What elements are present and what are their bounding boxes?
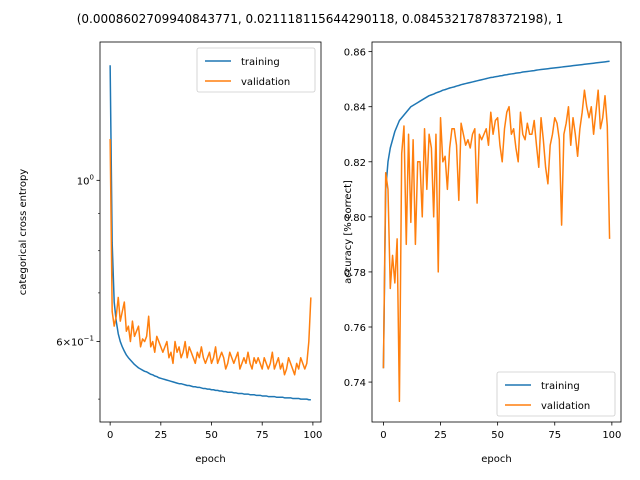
legend-label-validation: validation <box>241 77 290 88</box>
legend: training validation <box>196 47 316 93</box>
series-line-training <box>382 60 610 369</box>
x-tick-label: 0 <box>380 430 386 441</box>
y-tick-label: 0.82 <box>344 158 366 169</box>
y-axis-label: categorical cross entropy <box>18 169 29 296</box>
y-tick-label: 0.74 <box>344 378 366 389</box>
x-tick-label: 50 <box>205 430 218 441</box>
series-line-validation <box>109 138 312 376</box>
legend: training validation <box>496 371 616 417</box>
y-tick-label: 6×10−1 <box>56 335 94 349</box>
legend-label-training: training <box>241 57 280 68</box>
y-tick-label: 100 <box>77 173 94 187</box>
x-axis-label: epoch <box>195 454 225 465</box>
y-tick-label: 0.78 <box>344 268 366 279</box>
x-tick-label: 75 <box>548 430 561 441</box>
x-tick-label: 75 <box>256 430 269 441</box>
series-line-training <box>109 65 311 401</box>
y-axis-label: accuracy [% correct] <box>343 180 354 284</box>
legend-label-validation: validation <box>541 401 590 412</box>
y-tick-label: 0.76 <box>344 323 366 334</box>
axes-frame <box>371 41 622 423</box>
y-tick-label: 0.86 <box>344 48 366 59</box>
x-tick-label: 50 <box>491 430 504 441</box>
x-tick-label: 0 <box>107 430 113 441</box>
figure-title: (0.0008602709940843771, 0.02111811564429… <box>77 12 564 26</box>
x-axis-label: epoch <box>481 454 511 465</box>
x-tick-label: 100 <box>303 430 322 441</box>
loss-panel: 0 25 50 75 100 100 6×10−1 epoch categorical cros… <box>18 41 322 465</box>
accuracy-panel: 0 25 50 75 100 0.74 0.76 0.78 0.80 0.82 0.84 0.86 ep… <box>343 41 622 465</box>
x-tick-label: 25 <box>154 430 167 441</box>
series-line-validation <box>382 89 611 403</box>
y-tick-label: 0.80 <box>344 213 366 224</box>
axes-frame <box>99 41 322 423</box>
x-tick-label: 25 <box>434 430 447 441</box>
y-tick-label: 0.84 <box>344 103 366 114</box>
x-tick-label: 100 <box>602 430 621 441</box>
legend-label-training: training <box>541 381 580 392</box>
